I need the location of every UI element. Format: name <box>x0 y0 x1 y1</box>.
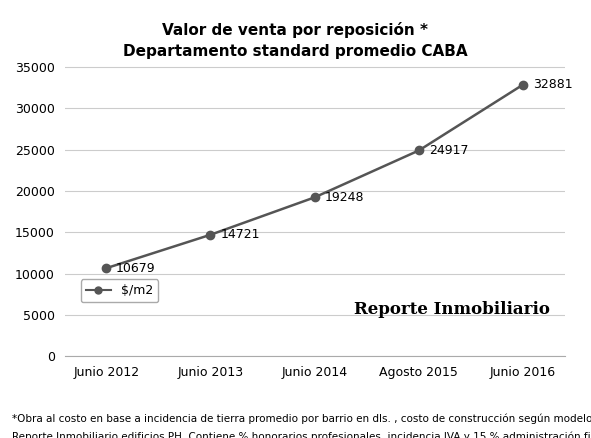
Text: 32881: 32881 <box>533 78 573 91</box>
Text: 24917: 24917 <box>428 144 468 157</box>
$/m2 <box>415 148 423 153</box>
$/m2 <box>311 195 319 200</box>
Text: 19248: 19248 <box>324 191 364 204</box>
$/m2 <box>207 232 214 237</box>
Text: Reporte Inmobiliario edificios PH. Contiene % honorarios profesionales, incidenc: Reporte Inmobiliario edificios PH. Conti… <box>12 431 591 438</box>
Line: $/m2: $/m2 <box>102 81 527 272</box>
Legend: $/m2: $/m2 <box>81 279 158 302</box>
$/m2 <box>519 82 527 87</box>
Text: Valor de venta por reposición *
Departamento standard promedio CABA: Valor de venta por reposición * Departam… <box>123 22 468 59</box>
Text: Reporte Inmobiliario: Reporte Inmobiliario <box>354 301 550 318</box>
Text: *Obra al costo en base a incidencia de tierra promedio por barrio en dls. , cost: *Obra al costo en base a incidencia de t… <box>12 414 591 424</box>
Text: 14721: 14721 <box>220 228 259 241</box>
$/m2 <box>103 265 110 271</box>
Text: 10679: 10679 <box>116 261 155 275</box>
